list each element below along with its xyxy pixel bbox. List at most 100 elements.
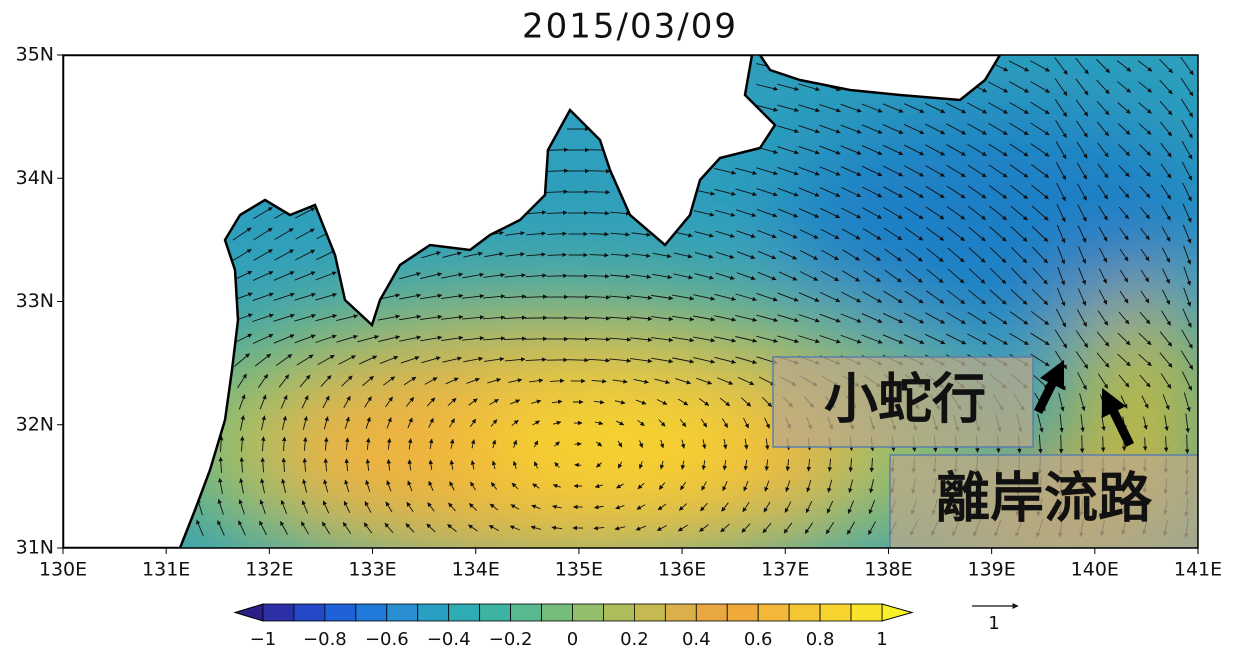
current-vector [1030,310,1050,326]
lon-tick-label: 135E [555,559,603,581]
current-vector [840,124,862,134]
current-vector [420,293,443,300]
current-vector [743,438,749,450]
current-vector [385,396,393,408]
current-vector [1030,332,1050,346]
current-vector [483,272,506,278]
current-vector [1009,60,1030,72]
current-vector [737,376,755,386]
colorbar: −1 −0.8 −0.6 −0.4 −0.2 0 0.2 0.4 0.6 0.8 1 [233,603,914,650]
current-vector [1009,102,1029,114]
current-vector [694,252,714,259]
current-vector [659,460,665,470]
current-vector [447,524,457,532]
annotation: 離岸流路 [936,467,1153,530]
current-vector [462,336,485,341]
current-vector [610,232,630,237]
current-vector [1137,60,1153,72]
current-vector [552,483,561,489]
current-vector [524,336,548,342]
current-vector [524,294,548,299]
current-vector [252,313,274,322]
current-vector [482,336,506,341]
current-vector [617,461,623,469]
current-vector [219,435,224,452]
current-vector [798,125,820,134]
colorbar-box [603,603,635,622]
current-vector [1119,227,1129,241]
current-vector [196,519,204,537]
current-vector [777,292,799,302]
current-vector [715,230,735,238]
current-vector [594,504,604,510]
current-vector [672,357,695,364]
current-vector [1159,352,1173,368]
current-vector [1037,413,1044,433]
current-vector [840,103,862,113]
current-vector [1182,182,1192,202]
current-vector [420,314,443,320]
current-vector [651,294,674,301]
current-vector [217,498,224,515]
current-vector [777,314,799,323]
current-vector [1161,310,1171,326]
current-vector [693,336,716,343]
current-vector [1009,143,1029,157]
current-vector [714,168,737,175]
colorbar-box [541,603,573,622]
current-vector [364,396,372,408]
current-vector [365,458,371,471]
current-vector [883,290,903,304]
current-vector [1180,56,1194,76]
current-vector [1098,247,1108,263]
current-vector [1138,102,1152,114]
current-vector [652,252,672,259]
current-vector [217,520,225,536]
current-vector [1160,163,1172,179]
current-vector [238,394,246,410]
current-vector [756,84,779,91]
current-vector [299,374,311,388]
current-vector [315,271,337,281]
current-vector [1140,269,1150,283]
current-vector [1030,81,1050,93]
current-vector [1077,288,1087,306]
current-vector [1078,267,1086,285]
current-vector [968,226,986,242]
current-vector [967,206,987,220]
colorbar-box [293,603,326,622]
current-vector [1077,372,1087,390]
current-vector [512,460,518,469]
current-vector [945,333,967,345]
colorbar-box [664,603,697,622]
current-vector [428,459,434,471]
annotation: 小蛇行 [824,368,986,431]
current-vector [1077,225,1087,243]
colorbar-box [262,603,295,622]
current-vector [259,499,266,515]
current-vector [947,226,966,242]
colorbar-box [510,603,542,622]
current-vector [273,313,295,322]
current-vector [756,209,778,218]
current-vector [426,397,436,407]
current-vector [294,271,316,281]
current-vector [336,334,358,343]
current-vector [714,188,737,196]
colorbar-box [355,603,388,622]
current-vector [463,251,483,258]
current-vector [551,399,563,405]
current-vector [525,273,547,278]
current-vector [295,207,316,219]
current-vector [1056,287,1066,307]
current-vector [588,274,610,279]
current-vector [819,187,841,197]
current-vector [1009,311,1029,325]
current-vector [743,480,749,492]
current-vector [554,462,560,468]
current-vector [735,336,758,343]
current-vector [904,186,924,198]
current-vector [861,124,883,134]
land [63,55,1002,548]
